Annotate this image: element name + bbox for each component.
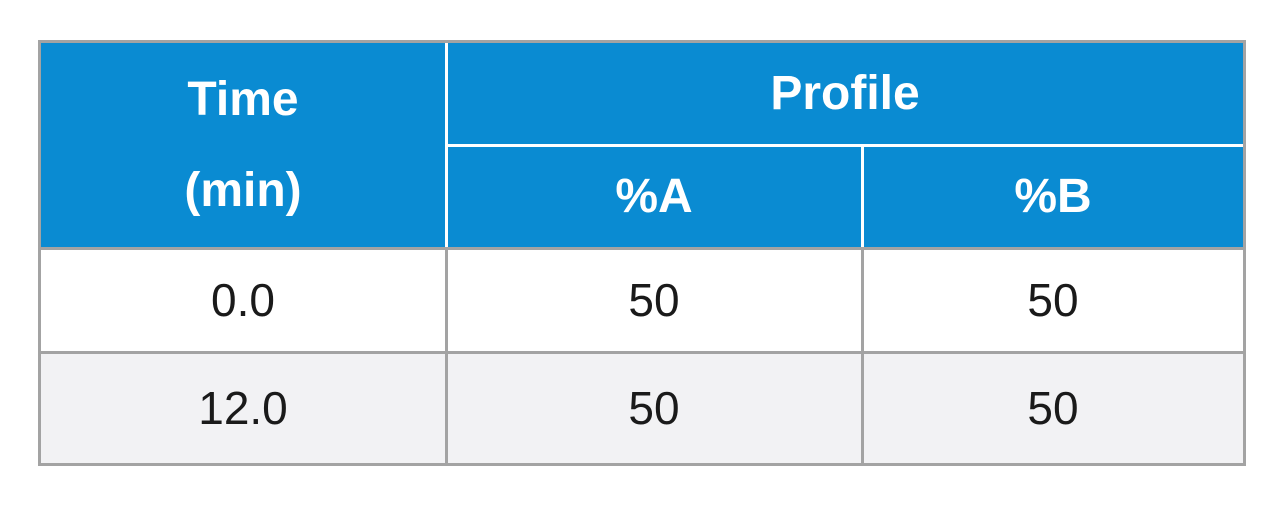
header-text: %B: [1014, 170, 1092, 223]
header-time: Time (min): [40, 42, 446, 248]
border: [40, 351, 1244, 354]
header-text: Time: [187, 72, 299, 126]
border: [445, 248, 448, 464]
cell-text: 0.0: [211, 274, 275, 326]
border: [1243, 40, 1246, 466]
header-text: (min): [184, 164, 302, 217]
divider: [446, 144, 1244, 147]
table-cell: 50: [446, 352, 862, 464]
table-cell: 50: [862, 352, 1244, 464]
border: [861, 248, 864, 464]
cell-text: 50: [628, 274, 680, 326]
table-cell: 50: [862, 248, 1244, 352]
header-col: %A: [446, 145, 862, 248]
table-cell: 0.0: [40, 248, 446, 352]
table-cell: 12.0: [40, 352, 446, 464]
divider: [861, 145, 864, 248]
cell-text: 50: [628, 382, 680, 434]
table-cell: 50: [446, 248, 862, 352]
border: [38, 40, 41, 466]
header-col: %B: [862, 145, 1244, 248]
cell-text: 50: [1027, 382, 1079, 434]
cell-text: 50: [1027, 274, 1079, 326]
header-text: Profile: [770, 67, 920, 120]
header-text: %A: [615, 170, 693, 223]
header-profile: Profile: [446, 42, 1244, 145]
border: [40, 247, 1244, 250]
cell-text: 12.0: [198, 382, 288, 434]
border: [38, 40, 1246, 43]
border: [38, 463, 1246, 466]
